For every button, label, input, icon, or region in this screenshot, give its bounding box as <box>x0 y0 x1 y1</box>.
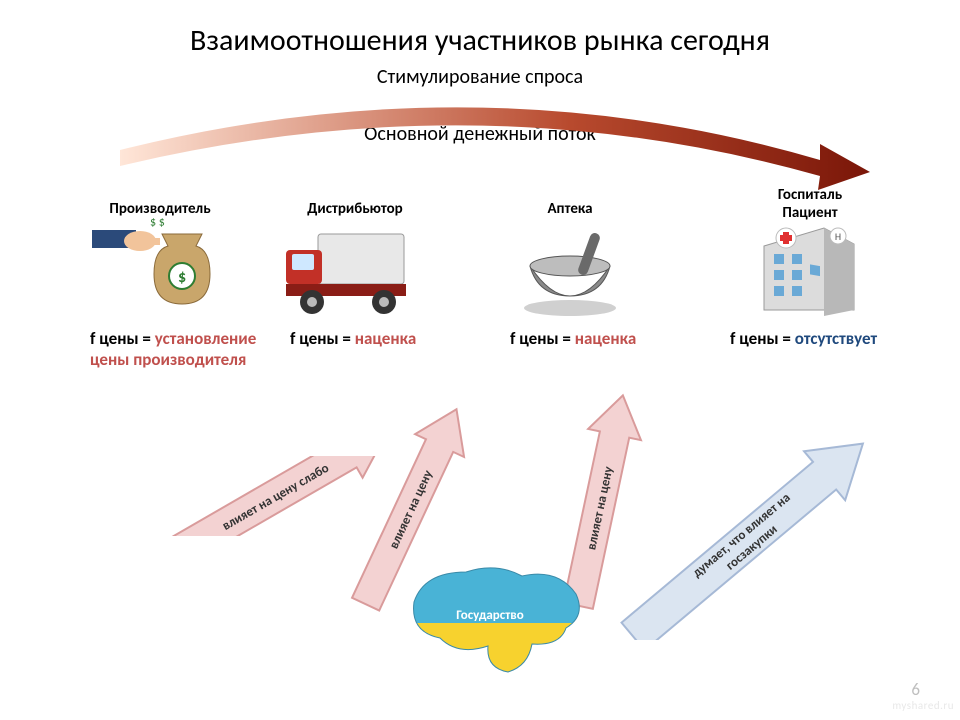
ftext-value: отсутствует <box>795 328 877 349</box>
svg-text:$ $: $ $ <box>150 218 165 230</box>
ftext-distributor: f цены = наценка <box>290 328 480 349</box>
svg-text:H: H <box>835 230 841 243</box>
ftext-value: наценка <box>355 328 417 349</box>
watermark: myshared.ru <box>892 699 954 712</box>
mortar-pestle-icon <box>500 226 640 326</box>
ftext-prefix: f цены = <box>290 328 355 349</box>
ftext-prefix: f цены = <box>90 328 155 349</box>
ftext-value: наценка <box>575 328 637 349</box>
page-number: 6 <box>911 679 920 700</box>
ftext-prefix: f цены = <box>730 328 795 349</box>
label-producer: Производитель <box>90 200 230 218</box>
svg-text:влияет на цену слабо: влияет на цену слабо <box>220 461 332 534</box>
svg-text:$: $ <box>178 268 186 287</box>
label-pharmacy: Аптека <box>500 200 640 218</box>
ftext-producer: f цены = установление цены производителя <box>90 328 260 371</box>
ftext-prefix: f цены = <box>510 328 575 349</box>
slide-title: Взаимоотношения участников рынка сегодня <box>0 22 960 59</box>
label-government: Государство <box>420 608 560 623</box>
money-bag-icon: $ $ $ <box>90 218 230 328</box>
ftext-pharmacy: f цены = наценка <box>510 328 700 349</box>
label-distributor: Дистрибьютор <box>285 200 425 218</box>
influence-arrow-hospital: думает, что влияет на госзакупки <box>588 440 908 640</box>
ukraine-map-icon <box>400 558 590 688</box>
hospital-icon: H <box>740 218 870 328</box>
label-hospital: Госпиталь Пациент <box>740 186 880 222</box>
ftext-hospital: f цены = отсутствует <box>730 328 900 349</box>
slide: Взаимоотношения участников рынка сегодня… <box>0 0 960 720</box>
truck-icon <box>280 222 430 332</box>
